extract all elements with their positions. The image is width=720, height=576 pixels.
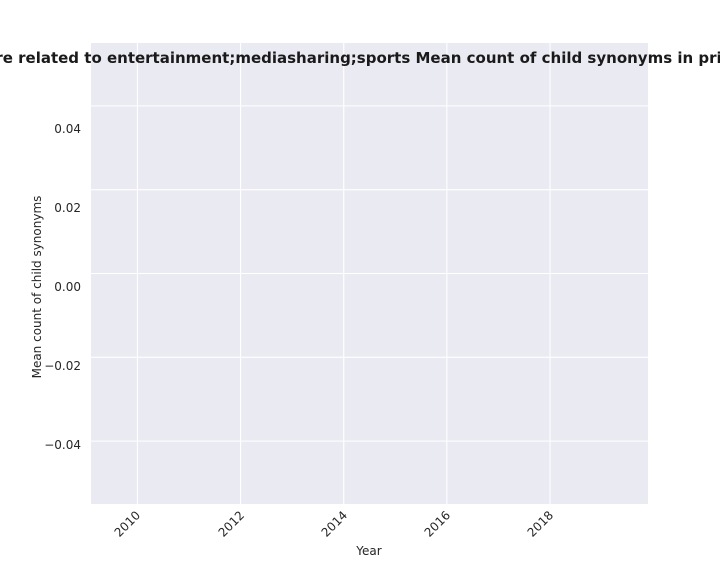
y-axis-label: Mean count of child synonyms <box>30 196 44 379</box>
x-tick-label: 2012 <box>216 508 247 539</box>
y-tick-label: 0.04 <box>54 122 81 136</box>
x-tick-label: 2016 <box>422 508 453 539</box>
chart-title: ies are related to entertainment;mediash… <box>0 49 720 67</box>
grid-lines <box>91 43 648 504</box>
y-tick-label: −0.02 <box>44 359 81 373</box>
y-tick-label: −0.04 <box>44 438 81 452</box>
x-axis-label: Year <box>355 544 381 558</box>
y-tick-label: 0.02 <box>54 201 81 215</box>
x-tick-labels: 2010 2012 2014 2016 2018 <box>112 508 556 539</box>
x-tick-label: 2010 <box>112 508 143 539</box>
x-tick-label: 2018 <box>525 508 556 539</box>
y-tick-labels: 0.04 0.02 0.00 −0.02 −0.04 <box>44 122 81 452</box>
x-tick-label: 2014 <box>319 508 350 539</box>
y-tick-label: 0.00 <box>54 280 81 294</box>
